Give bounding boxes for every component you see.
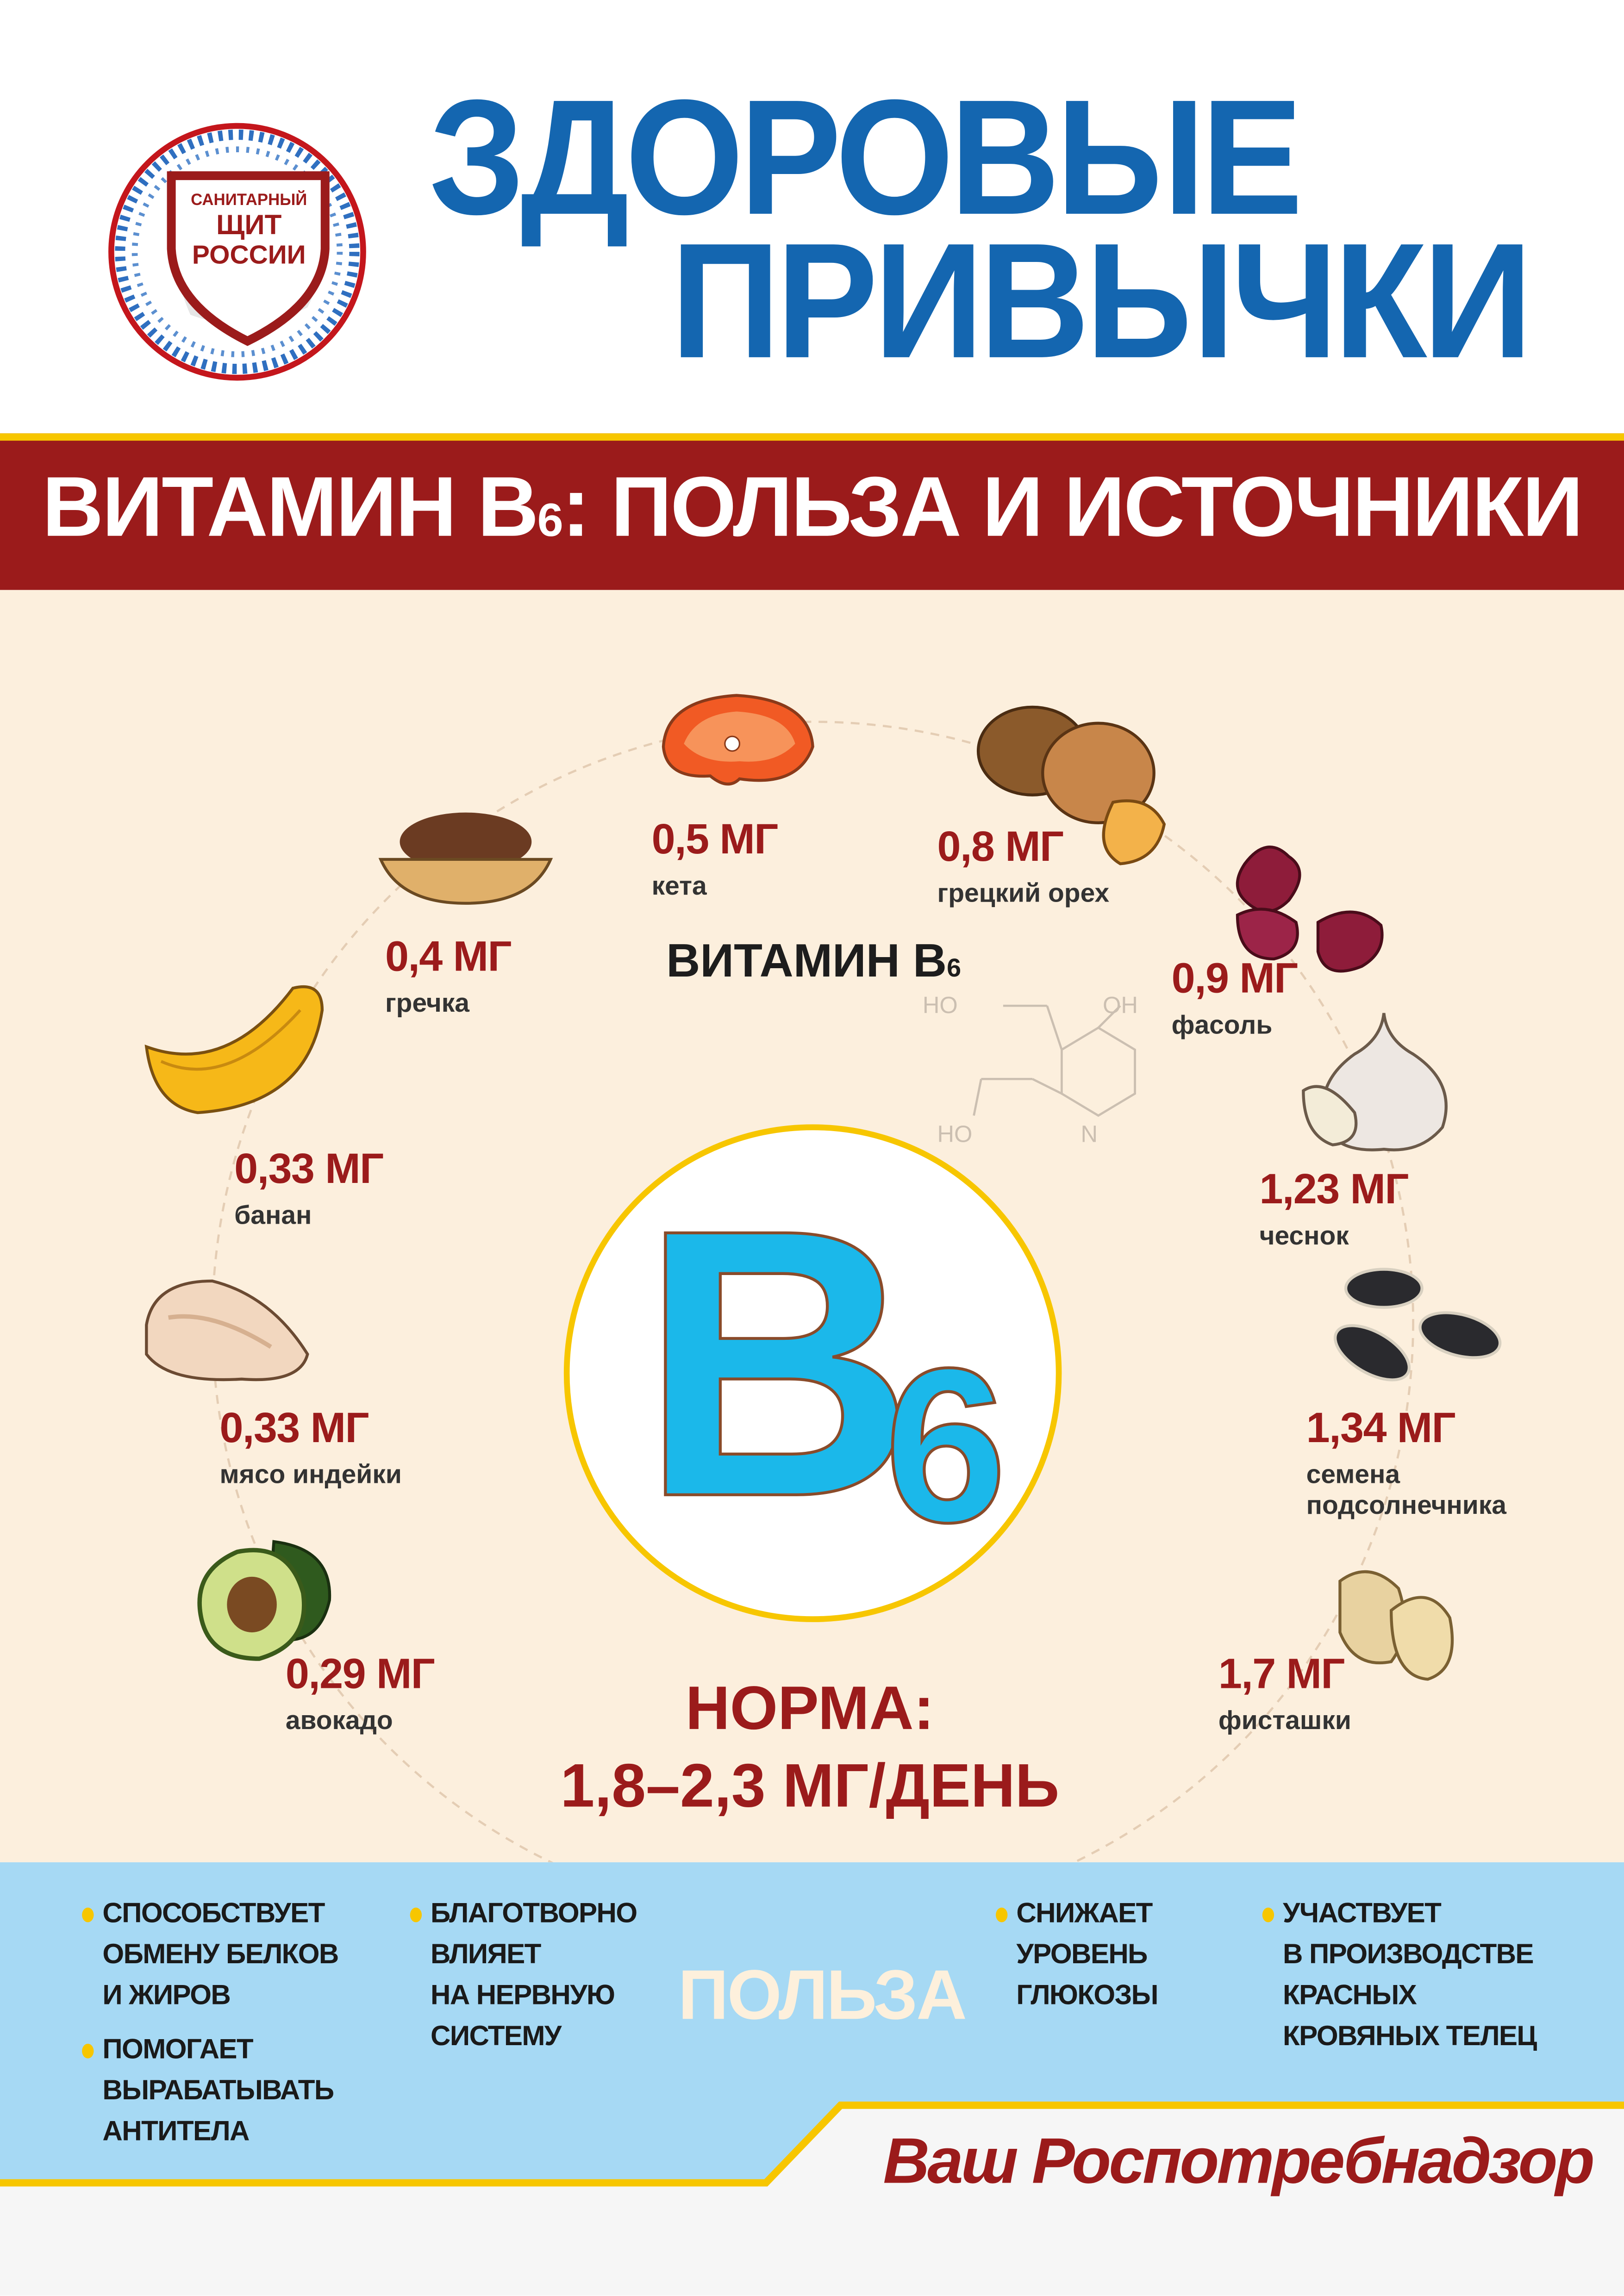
source-name: мясо индейки bbox=[219, 1459, 402, 1489]
logo-emblem-icon bbox=[108, 123, 366, 381]
banner-heading: ВИТАМИН B6: ПОЛЬЗА И ИСТОЧНИКИ bbox=[0, 465, 1624, 550]
turkey-meat-icon bbox=[145, 1279, 309, 1381]
b6-digit: 6 bbox=[883, 1322, 1008, 1568]
benefit-item: ПОМОГАЕТ ВЫРАБАТЫВАТЬ АНТИТЕЛА bbox=[82, 2030, 334, 2153]
walnut-icon bbox=[976, 705, 1166, 865]
source-value: 0,33 МГ bbox=[234, 1146, 384, 1194]
source-name: грецкий орех bbox=[937, 878, 1110, 908]
source-item-beans: 0,9 МГ фасоль bbox=[1171, 956, 1299, 1041]
bullet-icon bbox=[410, 1907, 422, 1923]
vitamin-heading-sub: 6 bbox=[947, 953, 962, 983]
banner-prefix: ВИТАМИН B bbox=[42, 460, 539, 555]
benefit-text: СПОСОБСТВУЕТ ОБМЕНУ БЕЛКОВ И ЖИРОВ bbox=[102, 1898, 339, 2012]
source-value: 0,33 МГ bbox=[219, 1405, 369, 1452]
page-title-line2: ПРИВЫЧКИ bbox=[670, 209, 1533, 392]
logo-text-line3: РОССИИ bbox=[192, 240, 306, 270]
benefit-text: СНИЖАЕТ УРОВЕНЬ ГЛЮКОЗЫ bbox=[1016, 1898, 1158, 2012]
source-item-walnut: 0,8 МГ грецкий орех bbox=[937, 827, 1110, 909]
bullet-icon bbox=[996, 1907, 1008, 1923]
signature: Ваш Роспотребнадзор bbox=[883, 2126, 1594, 2198]
logo-text-line2: ЩИТ bbox=[216, 211, 282, 242]
source-value: 0,8 МГ bbox=[937, 824, 1064, 871]
vitamin-heading-text: ВИТАМИН B bbox=[666, 934, 947, 987]
benefits-heading: ПОЛЬЗА bbox=[678, 1957, 967, 2035]
source-value: 0,9 МГ bbox=[1171, 956, 1299, 1003]
avocado-icon bbox=[197, 1540, 331, 1661]
source-name: банан bbox=[234, 1200, 312, 1230]
pyridoxine-molecule-diagram: HO OH HO N bbox=[923, 992, 1138, 1147]
source-name: гречка bbox=[385, 988, 469, 1018]
bullet-icon bbox=[1262, 1907, 1274, 1923]
source-name: авокадо bbox=[285, 1705, 393, 1735]
molecule-n: N bbox=[1081, 1120, 1098, 1147]
source-value: 1,7 МГ bbox=[1218, 1651, 1345, 1699]
source-value: 0,29 МГ bbox=[285, 1651, 435, 1699]
source-value: 1,34 МГ bbox=[1306, 1405, 1456, 1452]
sunflower-seeds-icon bbox=[1334, 1268, 1502, 1381]
benefit-item: СНИЖАЕТ УРОВЕНЬ ГЛЮКОЗЫ bbox=[996, 1894, 1159, 2017]
banner-suffix: : ПОЛЬЗА И ИСТОЧНИКИ bbox=[562, 460, 1583, 555]
source-name: фисташки bbox=[1218, 1705, 1351, 1735]
molecule-oh: OH bbox=[1103, 992, 1138, 1018]
source-item-buckwheat: 0,4 МГ гречка bbox=[385, 934, 512, 1019]
source-value: 0,4 МГ bbox=[385, 934, 512, 981]
source-name: семена подсолнечника bbox=[1306, 1459, 1506, 1520]
source-item-turkey: 0,33 МГ мясо индейки bbox=[219, 1408, 401, 1490]
benefit-text: УЧАСТВУЕТ В ПРОИЗВОДСТВЕ КРАСНЫХ КРОВЯНЫ… bbox=[1283, 1898, 1537, 2053]
source-name: чеснок bbox=[1259, 1221, 1349, 1251]
salmon-steak-icon bbox=[662, 694, 814, 786]
page-title-line1: ЗДОРОВЫЕ bbox=[429, 66, 1303, 249]
title-banner bbox=[0, 433, 1624, 590]
benefit-item: БЛАГОТВОРНО ВЛИЯЕТ НА НЕРВНУЮ СИСТЕМУ bbox=[410, 1894, 637, 2058]
benefit-text: БЛАГОТВОРНО ВЛИЯЕТ НА НЕРВНУЮ СИСТЕМУ bbox=[431, 1898, 637, 2053]
norm-label: НОРМА: bbox=[685, 1673, 934, 1742]
banana-icon bbox=[144, 985, 324, 1114]
source-name: фасоль bbox=[1171, 1010, 1273, 1039]
pistachio-icon bbox=[1338, 1570, 1454, 1681]
source-item-avocado: 0,29 МГ авокадо bbox=[285, 1651, 435, 1736]
source-item-garlic: 1,23 МГ чеснок bbox=[1259, 1167, 1409, 1251]
banner-subscript: 6 bbox=[537, 493, 563, 546]
molecule-ho1: HO bbox=[923, 992, 958, 1018]
molecule-ho2: HO bbox=[937, 1120, 973, 1147]
benefit-item: УЧАСТВУЕТ В ПРОИЗВОДСТВЕ КРАСНЫХ КРОВЯНЫ… bbox=[1262, 1894, 1537, 2058]
vitamin-heading: ВИТАМИН B6 bbox=[666, 937, 961, 984]
bullet-icon bbox=[82, 1907, 94, 1923]
source-name: кета bbox=[651, 871, 707, 901]
source-item-sunflower-seeds: 1,34 МГ семена подсолнечника bbox=[1306, 1408, 1506, 1521]
garlic-icon bbox=[1302, 1013, 1448, 1151]
benefit-text: ПОМОГАЕТ ВЫРАБАТЫВАТЬ АНТИТЕЛА bbox=[102, 2035, 334, 2148]
benefits-panel bbox=[0, 1862, 1624, 2187]
benefit-item: СПОСОБСТВУЕТ ОБМЕНУ БЕЛКОВ И ЖИРОВ bbox=[82, 1894, 339, 2017]
b6-badge: B 6 bbox=[563, 1124, 1062, 1622]
sanitary-shield-logo: САНИТАРНЫЙ ЩИТ РОССИИ bbox=[102, 117, 373, 381]
bullet-icon bbox=[82, 2043, 94, 2059]
source-value: 1,23 МГ bbox=[1259, 1167, 1409, 1214]
source-item-keta: 0,5 МГ кета bbox=[651, 817, 779, 902]
buckwheat-bowl-icon bbox=[378, 812, 553, 905]
source-item-banana: 0,33 МГ банан bbox=[234, 1146, 384, 1231]
norm-value: 1,8–2,3 МГ/ДЕНЬ bbox=[560, 1751, 1060, 1820]
kidney-beans-icon bbox=[1236, 846, 1384, 973]
b6-letter: B bbox=[638, 1152, 916, 1577]
source-value: 0,5 МГ bbox=[651, 817, 779, 864]
source-item-pistachio: 1,7 МГ фисташки bbox=[1218, 1651, 1351, 1736]
logo-text-line1: САНИТАРНЫЙ bbox=[191, 192, 307, 210]
